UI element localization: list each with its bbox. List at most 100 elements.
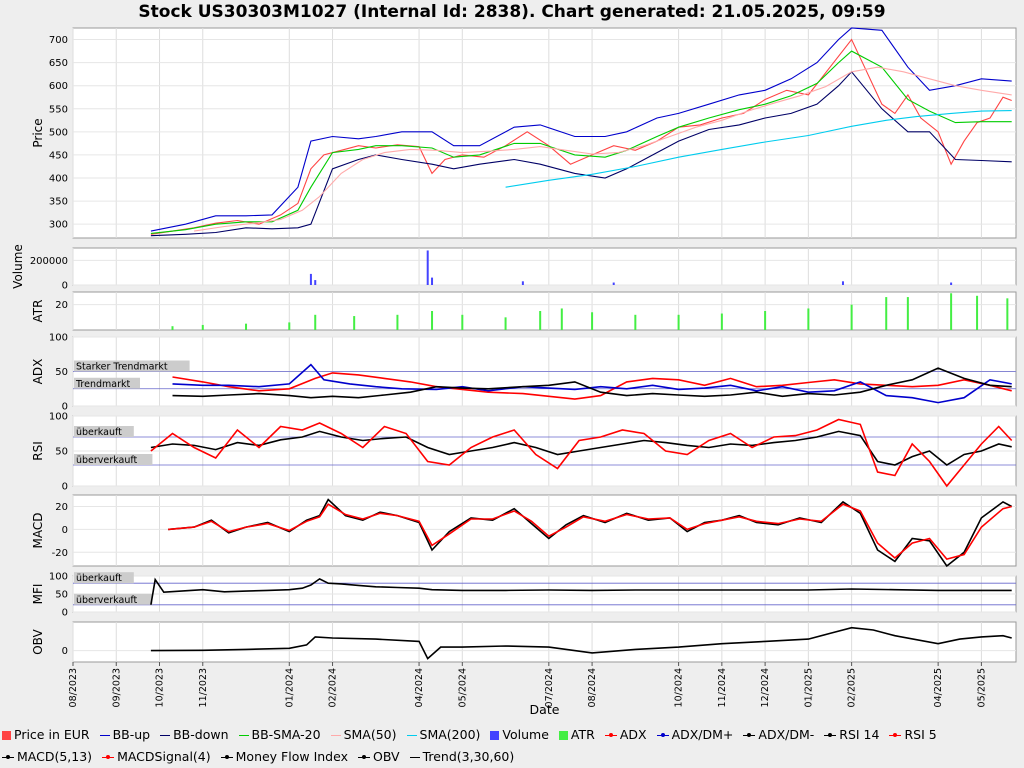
panel-atr bbox=[72, 291, 1017, 331]
y-tick-label: 0 bbox=[62, 482, 68, 493]
series-adx-dm- bbox=[172, 367, 1012, 399]
panel-rsi bbox=[72, 415, 1017, 488]
legend-item: ADX/DM+ bbox=[656, 724, 734, 746]
threshold-label-bg bbox=[74, 572, 134, 584]
x-tick-label: 04/2025 bbox=[933, 668, 944, 707]
legend-item: Trend(3,30,60) bbox=[409, 746, 514, 768]
legend-item: ADX bbox=[604, 724, 647, 746]
y-tick-label: 0 bbox=[62, 402, 68, 413]
x-tick-label: 08/2023 bbox=[68, 668, 79, 707]
bar-volume bbox=[426, 250, 429, 285]
chart-legend: Price in EUR BB-up BB-down BB-SMA-20 SMA(50)… bbox=[2, 724, 1022, 768]
y-tick-label: 0 bbox=[62, 525, 68, 536]
legend-swatch-icon bbox=[490, 731, 500, 740]
legend-label: ADX bbox=[619, 727, 647, 742]
y-tick-label: 100 bbox=[49, 333, 68, 344]
bar-atr bbox=[353, 316, 356, 330]
x-tick-label: 12/2024 bbox=[760, 668, 771, 707]
bar-atr bbox=[560, 308, 563, 330]
legend-label: ADX/DM+ bbox=[671, 727, 734, 742]
series-price-in-eur bbox=[150, 38, 1012, 235]
legend-item: OBV bbox=[357, 746, 400, 768]
y-tick-label: 50 bbox=[55, 367, 68, 378]
bar-volume bbox=[309, 273, 312, 285]
x-tick-label: 04/2024 bbox=[414, 668, 425, 707]
legend-swatch-icon bbox=[743, 733, 756, 737]
y-tick-label: 0 bbox=[62, 608, 68, 619]
bar-volume bbox=[841, 281, 844, 285]
y-tick-label: 600 bbox=[49, 81, 68, 92]
y-tick-label: 0 bbox=[62, 646, 68, 657]
bar-atr bbox=[1006, 298, 1009, 330]
bar-atr bbox=[591, 312, 594, 330]
y-tick-label: 300 bbox=[49, 220, 68, 231]
series-adx-dm- bbox=[172, 363, 1012, 404]
bar-volume bbox=[314, 280, 317, 285]
x-tick-label: 05/2025 bbox=[976, 668, 987, 707]
x-tick-label: 07/2024 bbox=[544, 668, 555, 707]
legend-item: MACD(5,13) bbox=[2, 746, 92, 768]
y-tick-label: 20 bbox=[55, 300, 68, 311]
y-tick-label: 100 bbox=[49, 412, 68, 423]
legend-item: ATR bbox=[558, 724, 595, 746]
x-tick-label: 08/2024 bbox=[587, 668, 598, 707]
series-obv bbox=[150, 626, 1012, 660]
threshold-label-bg bbox=[74, 454, 153, 465]
bar-volume bbox=[521, 281, 524, 285]
bar-atr bbox=[314, 314, 317, 330]
series-bb-up bbox=[150, 27, 1012, 232]
series-bb-sma-20 bbox=[150, 50, 1012, 234]
legend-item: RSI 14 bbox=[824, 724, 879, 746]
x-tick-label: 01/2024 bbox=[284, 668, 295, 707]
y-tick-label: 20 bbox=[55, 502, 68, 513]
y-tick-label: 50 bbox=[55, 590, 68, 601]
series-money-flow-index bbox=[150, 577, 1012, 605]
x-tick-label: 09/2023 bbox=[111, 668, 122, 707]
legend-label: Price in EUR bbox=[14, 727, 90, 742]
threshold-label: überverkauft bbox=[76, 455, 138, 466]
legend-swatch-icon bbox=[330, 735, 341, 736]
panel-adx bbox=[72, 336, 1017, 407]
y-axis-label: OBV bbox=[31, 628, 45, 654]
x-tick-label: 02/2024 bbox=[328, 668, 339, 707]
x-tick-label: 02/2025 bbox=[847, 668, 858, 707]
legend-label: RSI 5 bbox=[904, 727, 937, 742]
legend-label: Money Flow Index bbox=[235, 749, 348, 764]
legend-label: ADX/DM- bbox=[758, 727, 815, 742]
legend-label: SMA(50) bbox=[343, 727, 397, 742]
x-tick-label: 10/2023 bbox=[155, 668, 166, 707]
bar-atr bbox=[720, 313, 723, 330]
panel-mfi bbox=[72, 572, 1017, 613]
legend-item: Money Flow Index bbox=[220, 746, 348, 768]
y-tick-label: 0 bbox=[62, 281, 68, 292]
legend-swatch-icon bbox=[2, 755, 14, 759]
bar-atr bbox=[431, 311, 434, 330]
legend-item: BB-SMA-20 bbox=[238, 724, 321, 746]
series-macdsignal-4- bbox=[168, 503, 1012, 561]
legend-swatch-icon bbox=[656, 733, 669, 737]
y-axis-label: MACD bbox=[31, 513, 45, 549]
panel-volume bbox=[72, 247, 1017, 286]
legend-item: SMA(200) bbox=[406, 724, 480, 746]
legend-swatch-icon bbox=[2, 731, 11, 740]
legend-item: BB-up bbox=[99, 724, 150, 746]
x-tick-label: 11/2024 bbox=[717, 668, 728, 707]
y-tick-label: 500 bbox=[49, 127, 68, 138]
legend-item: SMA(50) bbox=[330, 724, 397, 746]
x-axis-label: Date bbox=[530, 702, 560, 717]
legend-swatch-icon bbox=[558, 731, 568, 740]
legend-label: ATR bbox=[570, 727, 595, 742]
legend-swatch-icon bbox=[220, 755, 233, 759]
legend-label: OBV bbox=[372, 749, 400, 764]
bar-atr bbox=[677, 314, 680, 330]
chart-title: Stock US30303M1027 (Internal Id: 2838). … bbox=[138, 2, 886, 22]
bar-atr bbox=[539, 311, 542, 330]
bar-atr bbox=[950, 293, 953, 330]
bar-atr bbox=[461, 314, 464, 330]
x-tick-label: 05/2024 bbox=[457, 668, 468, 707]
threshold-label: überkauft bbox=[76, 427, 122, 438]
legend-swatch-icon bbox=[99, 735, 110, 736]
bar-volume bbox=[431, 277, 434, 285]
threshold-label: überkauft bbox=[76, 573, 122, 584]
bar-atr bbox=[976, 295, 979, 330]
